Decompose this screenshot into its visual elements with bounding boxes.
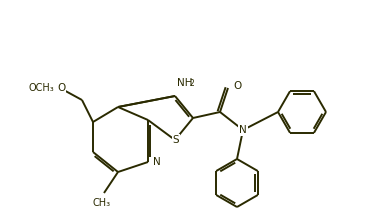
Text: N: N	[239, 125, 247, 135]
Text: O: O	[57, 83, 65, 93]
Text: OCH₃: OCH₃	[28, 83, 54, 93]
Text: O: O	[233, 81, 241, 91]
Text: NH: NH	[177, 78, 193, 88]
Text: S: S	[173, 135, 179, 145]
Text: N: N	[153, 157, 161, 167]
Text: 2: 2	[189, 79, 194, 88]
Text: CH₃: CH₃	[93, 198, 111, 208]
